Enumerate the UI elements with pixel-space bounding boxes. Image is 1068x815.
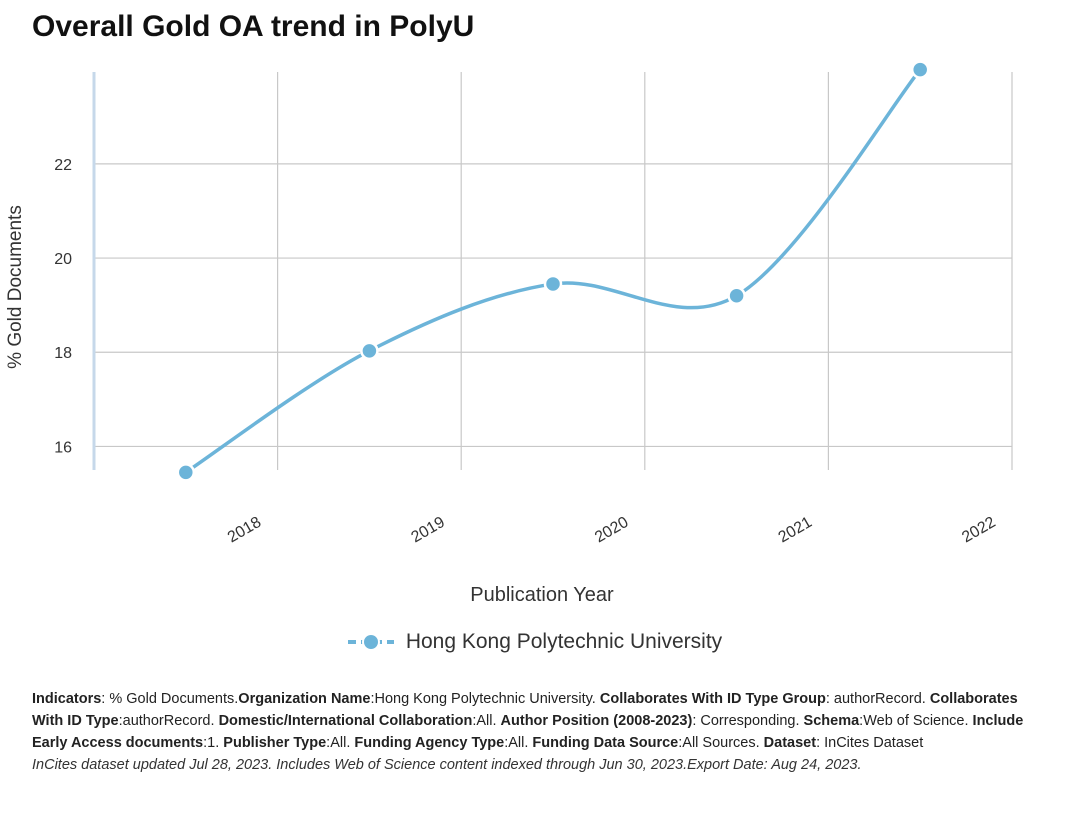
y-tick-label: 20 xyxy=(54,251,72,268)
footer-parameter-label: Dataset xyxy=(763,735,817,751)
footer-parameter-label: Funding Data Source xyxy=(532,735,679,751)
footer-parameters: Indicators: % Gold Documents.Organizatio… xyxy=(32,688,1042,754)
legend[interactable]: Hong Kong Polytechnic University xyxy=(0,630,1068,658)
x-tick-label: 2019 xyxy=(408,514,447,547)
footer-parameter-label: Collaborates With ID Type xyxy=(32,691,1018,729)
y-axis-label: % Gold Documents xyxy=(5,205,26,369)
footer-parameter-label: Indicators xyxy=(32,691,102,707)
footer-parameter: Domestic/International Collaboration:All… xyxy=(218,713,501,729)
y-tick-label: 18 xyxy=(54,345,72,362)
legend-series-marker xyxy=(347,633,394,651)
x-tick-label: 2018 xyxy=(225,514,264,547)
x-axis-label: Publication Year xyxy=(470,584,614,606)
chart-title: Overall Gold OA trend in PolyU xyxy=(32,10,475,43)
footer-parameter: Dataset: InCites Dataset xyxy=(763,735,924,751)
footer-parameter-label: Domestic/International Collaboration xyxy=(218,713,473,729)
footer-parameter-label: Publisher Type xyxy=(223,735,327,751)
footer-parameter-label: Organization Name xyxy=(238,691,371,707)
footer-parameter: Schema:Web of Science. xyxy=(803,713,973,729)
chart-footer: Indicators: % Gold Documents.Organizatio… xyxy=(32,688,1042,776)
footer-note: InCites dataset updated Jul 28, 2023. In… xyxy=(32,757,862,773)
footer-parameter-label: Schema xyxy=(803,713,860,729)
footer-parameter-label: Funding Agency Type xyxy=(354,735,505,751)
footer-parameter: Author Position (2008-2023): Correspondi… xyxy=(500,713,804,729)
footer-parameter: Collaborates With ID Type:authorRecord. xyxy=(32,691,1018,729)
data-point[interactable] xyxy=(360,341,379,361)
footer-parameter: Organization Name:Hong Kong Polytechnic … xyxy=(238,691,600,707)
footer-parameter-label: Collaborates With ID Type Group xyxy=(599,691,826,707)
series-line xyxy=(184,68,922,474)
legend-series-label: Hong Kong Polytechnic University xyxy=(405,630,723,653)
series-layer xyxy=(176,60,930,482)
grid-layer xyxy=(94,72,1013,470)
footer-parameter: Collaborates With ID Type Group: authorR… xyxy=(599,691,930,707)
footer-parameter: Publisher Type:All. xyxy=(223,735,355,751)
y-tick-label: 16 xyxy=(54,439,72,456)
x-tick-label: 2020 xyxy=(592,514,631,547)
footer-parameter: Funding Agency Type:All. xyxy=(354,735,533,751)
footer-parameter-label: Author Position (2008-2023) xyxy=(500,713,693,729)
y-tick-label: 22 xyxy=(54,157,72,174)
footer-parameter: Funding Data Source:All Sources. xyxy=(532,735,764,751)
data-point[interactable] xyxy=(727,286,746,305)
footer-parameter: Include Early Access documents:1. xyxy=(32,713,1024,751)
data-point[interactable] xyxy=(910,60,930,79)
footer-parameter: Indicators: % Gold Documents. xyxy=(32,691,239,707)
data-point[interactable] xyxy=(176,463,196,482)
x-tick-label: 2021 xyxy=(776,514,815,547)
footer-parameter-label: Include Early Access documents xyxy=(32,713,1024,751)
x-tick-label: 2022 xyxy=(959,514,998,547)
data-point[interactable] xyxy=(543,274,563,294)
